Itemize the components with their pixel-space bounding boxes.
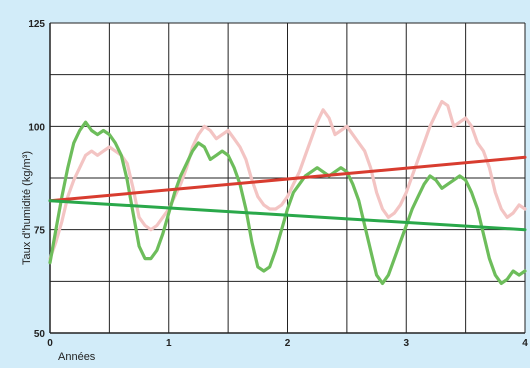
x-tick-label: 0 [47, 338, 53, 349]
y-tick-label: 100 [28, 122, 45, 133]
x-axis-title: Années [58, 351, 96, 363]
series-line-1 [48, 120, 527, 285]
series-line-0 [48, 99, 527, 261]
y-axis-title: Taux d'humidité (kg/m³) [21, 151, 33, 265]
x-tick-label: 4 [522, 338, 528, 349]
x-tick-label: 3 [403, 338, 409, 349]
y-tick-label: 75 [34, 226, 46, 237]
series-layer [48, 99, 527, 285]
trend-line-2 [48, 155, 527, 203]
x-tick-label: 2 [285, 338, 291, 349]
y-tick-label: 125 [28, 19, 45, 30]
x-tick-label: 1 [166, 338, 172, 349]
axis-labels: 50 75 100 125 0 1 2 3 4 Années Taux d'humidité (kg… [21, 19, 528, 363]
grid-lines [49, 22, 526, 334]
y-tick-label: 50 [34, 329, 46, 340]
trend-line-3 [48, 199, 527, 232]
